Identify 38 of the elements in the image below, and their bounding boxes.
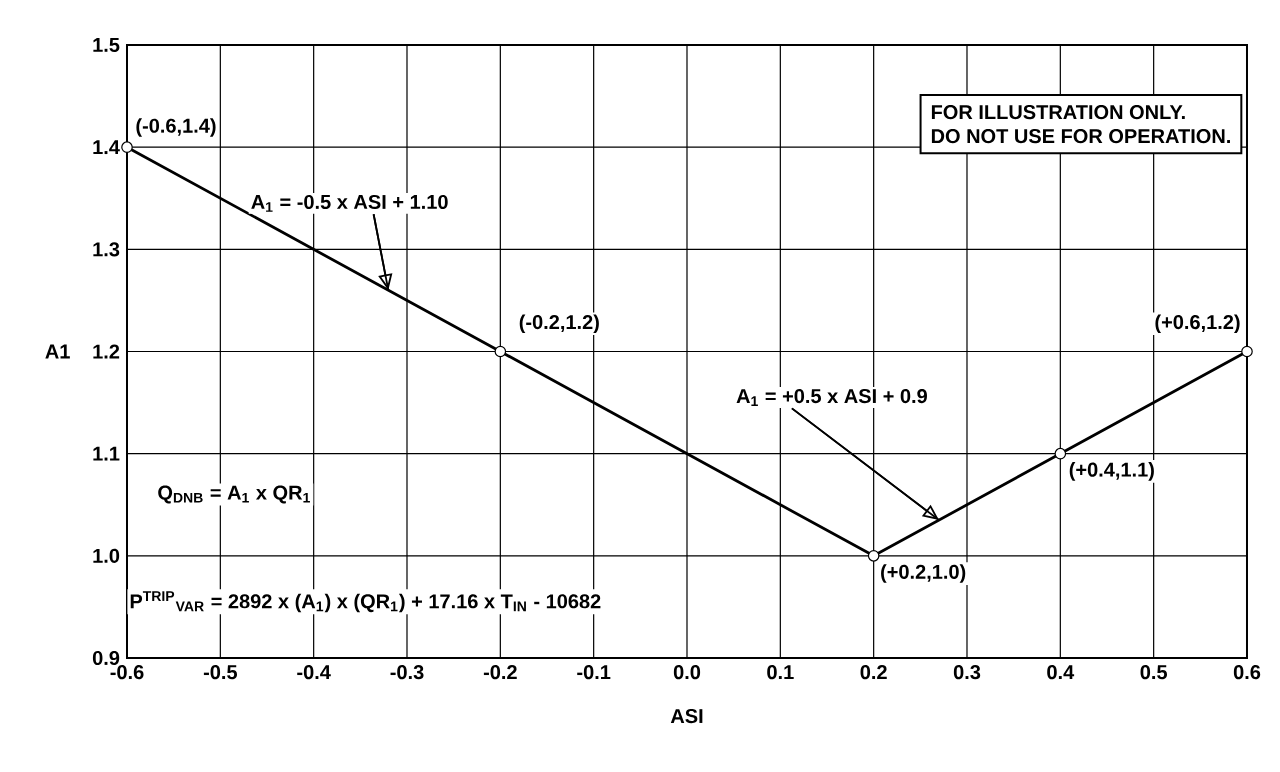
point [1241,345,1253,358]
point [121,141,133,153]
annotation: (+0.6,1.2) [1155,314,1240,334]
y-axis-title: A1 [45,344,70,359]
annotation: DO NOT USE FOR OPERATION. [931,129,1230,144]
x-tick-label: -0.3 [390,665,424,680]
y-tick-label: 1.2 [93,344,120,359]
y-tick-label: 1.1 [93,446,120,461]
x-tick-label: -0.1 [577,665,611,680]
annotation: (+0.2,1.0) [881,564,966,583]
x-tick-label: 0.2 [860,665,887,680]
point [867,550,880,562]
x-tick-label: 0.6 [1233,665,1261,680]
x-tick-label: -0.2 [483,665,517,680]
point [1054,447,1067,460]
point [494,345,507,358]
x-tick-label: -0.4 [297,665,331,680]
x-tick-label: 0.4 [1047,665,1075,680]
x-tick-label: 0.0 [673,665,701,680]
annotation: A$_{1}$ = +0.5 x ASI + 0.9 [736,389,927,406]
x-axis-title: ASI [670,708,703,724]
y-tick-label: 1.3 [93,242,120,257]
annotation: Q$_{DNB}$ = A$_{1}$ x QR$_{1}$ [158,485,310,504]
y-tick-label: 1.4 [93,140,120,155]
x-tick-label: -0.5 [203,665,238,680]
annotation: (+0.4,1.1) [1069,462,1154,481]
x-tick-label: 0.1 [767,665,794,680]
annotation: FOR ILLUSTRATION ONLY. [931,105,1185,120]
annotation: A$_{1}$ = -0.5 x ASI + 1.10 [251,194,448,212]
annotation: (-0.2,1.2) [519,314,599,334]
x-tick-label: 0.5 [1140,665,1168,680]
x-tick-label: -0.6 [110,665,144,680]
y-tick-label: 0.9 [92,650,120,666]
text: P$^{TRIP}$$_{VAR}$ = 2892 x (A$_{1}$) x (QR$_{1}$) + 17.16 x T$_{IN}$ - 10682 [130,591,601,613]
annotation: (-0.6,1.4) [136,118,216,137]
x-tick-label: 0.3 [953,665,981,680]
y-tick-label: 1.0 [93,548,120,563]
y-tick-label: 1.5 [93,38,120,52]
